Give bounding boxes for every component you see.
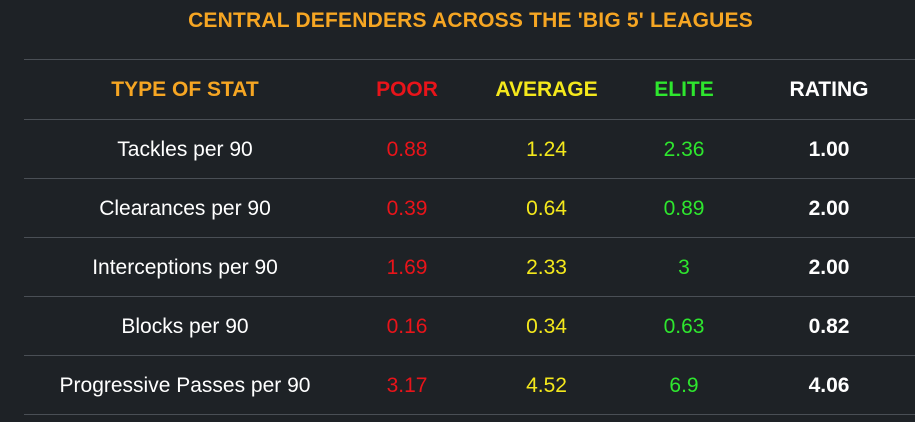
header-average: AVERAGE: [495, 78, 598, 101]
average-value: 1.24: [526, 137, 567, 161]
elite-value: 0.63: [663, 314, 705, 338]
rating-value: 2.00: [808, 255, 850, 279]
average-value: 4.52: [526, 373, 567, 397]
stat-name: Blocks per 90: [121, 314, 249, 338]
poor-value: 3.17: [386, 373, 428, 397]
table-row: Tackles per 90 0.88 1.24 2.36 1.00: [24, 120, 915, 179]
poor-value: 0.88: [386, 137, 428, 161]
page-title: CENTRAL DEFENDERS ACROSS THE 'BIG 5' LEA…: [188, 9, 753, 32]
stat-name: Progressive Passes per 90: [59, 373, 311, 397]
table-row: Interceptions per 90 1.69 2.33 3 2.00: [24, 238, 915, 297]
table-header-row: TYPE OF STAT POOR AVERAGE ELITE RATING: [24, 60, 915, 120]
rating-value: 2.00: [808, 196, 850, 220]
rating-value: 1.00: [808, 137, 850, 161]
table-row: Clearances per 90 0.39 0.64 0.89 2.00: [24, 179, 915, 238]
elite-value: 6.9: [669, 373, 699, 397]
poor-value: 0.39: [386, 196, 428, 220]
average-value: 2.33: [526, 255, 567, 279]
table-row: Progressive Passes per 90 3.17 4.52 6.9 …: [24, 356, 915, 415]
stat-name: Tackles per 90: [117, 137, 253, 161]
poor-value: 0.16: [386, 314, 428, 338]
table-row: Blocks per 90 0.16 0.34 0.63 0.82: [24, 297, 915, 356]
elite-value: 2.36: [663, 137, 705, 161]
average-value: 0.34: [526, 314, 567, 338]
header-elite: ELITE: [654, 78, 714, 101]
stat-name: Interceptions per 90: [92, 255, 278, 279]
rating-value: 4.06: [808, 373, 850, 397]
header-type-of-stat: TYPE OF STAT: [111, 78, 259, 101]
elite-value: 3: [678, 255, 690, 279]
poor-value: 1.69: [386, 255, 428, 279]
stat-name: Clearances per 90: [99, 196, 271, 220]
header-poor: POOR: [376, 78, 438, 101]
elite-value: 0.89: [663, 196, 705, 220]
header-rating: RATING: [789, 78, 869, 101]
stats-table: TYPE OF STAT POOR AVERAGE ELITE RATING T…: [24, 59, 915, 415]
average-value: 0.64: [526, 196, 567, 220]
rating-value: 0.82: [808, 314, 850, 338]
